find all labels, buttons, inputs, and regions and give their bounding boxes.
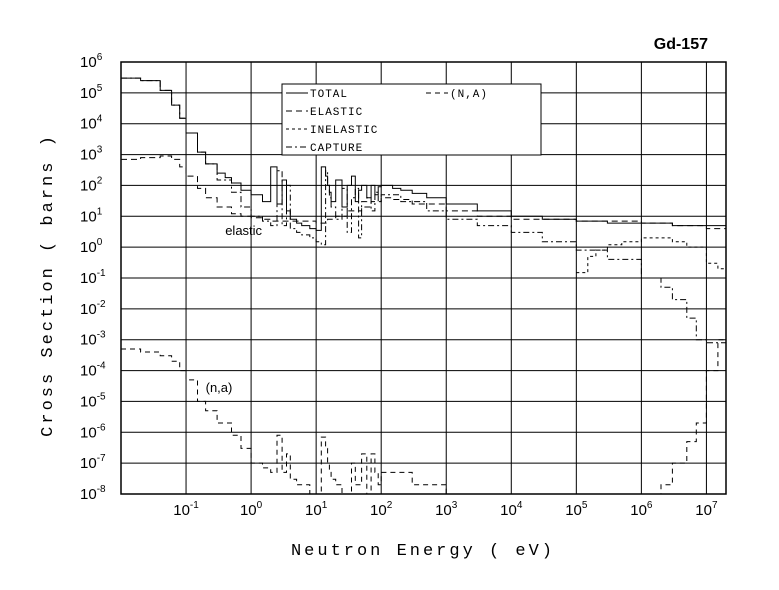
series-line-inelastic <box>576 237 727 274</box>
y-tick-label: 10-5 <box>80 391 106 410</box>
series-line-total <box>121 77 727 231</box>
x-tick-label: 104 <box>500 500 523 519</box>
y-tick-label: 10-7 <box>80 453 106 472</box>
x-tick-label: 106 <box>630 500 653 519</box>
y-axis-label: Cross Section ( barns ) <box>39 133 58 437</box>
x-tick-label: 10-1 <box>173 500 199 519</box>
y-tick-label: 10-4 <box>80 361 106 380</box>
x-tick-label: 102 <box>370 500 393 519</box>
annotation-label: elastic <box>225 223 262 238</box>
y-tick-label: 100 <box>80 237 103 256</box>
y-tick-label: 101 <box>80 206 103 225</box>
annotations: elastic (n,a) <box>206 223 263 395</box>
legend-label: CAPTURE <box>310 143 363 155</box>
y-tick-label: 10-6 <box>80 422 106 441</box>
x-axis-ticks: 10-1 100 101 102 103 104 105 106 107 <box>173 500 718 519</box>
series-line-capture <box>121 77 726 344</box>
series-layer <box>121 77 727 495</box>
y-tick-label: 103 <box>80 145 103 164</box>
series-line-elastic <box>121 155 727 233</box>
y-tick-label: 105 <box>80 83 103 102</box>
legend-label: ELASTIC <box>310 107 363 119</box>
x-tick-label: 101 <box>305 500 328 519</box>
y-tick-label: 10-3 <box>80 330 106 349</box>
legend-label: (N,A) <box>450 89 488 101</box>
x-tick-label: 105 <box>565 500 588 519</box>
x-tick-label: 103 <box>435 500 458 519</box>
y-tick-label: 102 <box>80 175 103 194</box>
chart-title: Gd-157 <box>654 36 708 53</box>
y-tick-label: 10-8 <box>80 484 106 503</box>
annotation-label: (n,a) <box>206 380 233 395</box>
legend-label: INELASTIC <box>310 125 378 137</box>
y-tick-label: 10-1 <box>80 268 106 287</box>
y-axis-ticks: 106 105 104 103 102 101 100 10-1 10-2 10-3 10-4 10-… <box>80 52 106 503</box>
x-axis-label: Neutron Energy ( eV) <box>291 542 555 561</box>
legend-label: TOTAL <box>310 89 348 101</box>
legend-box <box>281 83 542 156</box>
y-tick-label: 106 <box>80 52 103 71</box>
y-tick-label: 104 <box>80 114 103 133</box>
legend: TOTAL ELASTIC INELASTIC CAPTURE (N,A) <box>281 83 542 156</box>
y-tick-label: 10-2 <box>80 299 106 318</box>
plot-frame <box>120 61 727 495</box>
x-tick-label: 100 <box>240 500 263 519</box>
x-tick-label: 107 <box>695 500 718 519</box>
series-line-na <box>121 330 727 495</box>
